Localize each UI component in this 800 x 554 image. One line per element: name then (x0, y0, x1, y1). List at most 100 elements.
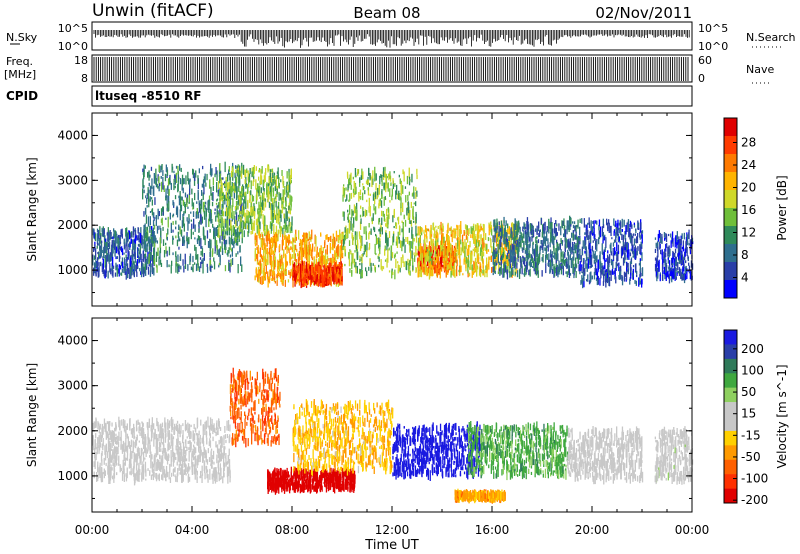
power-cell (137, 227, 139, 234)
power-cell (440, 260, 442, 264)
power-cell (518, 243, 520, 252)
power-cell (228, 189, 230, 194)
power-cell (532, 230, 535, 238)
power-cell (279, 273, 282, 279)
power-cell (579, 226, 581, 236)
power-cell (383, 182, 385, 189)
power-cell (97, 230, 100, 240)
power-cell (289, 174, 292, 185)
power-cell (274, 241, 277, 251)
power-cell (148, 182, 150, 187)
power-cell (390, 182, 392, 186)
power-cell (233, 211, 235, 220)
power-cell (97, 257, 99, 266)
power-cell (338, 267, 341, 271)
power-cell (241, 210, 243, 219)
power-cell (563, 218, 565, 227)
power-cell (293, 267, 296, 276)
power-cell (503, 220, 505, 223)
power-cell (271, 198, 274, 206)
power-cell (269, 239, 271, 249)
power-cell (435, 245, 437, 250)
power-cell (124, 269, 126, 275)
power-cell (416, 190, 418, 194)
power-cell (355, 206, 357, 214)
power-cell (255, 267, 257, 278)
power-cell (392, 178, 394, 184)
power-cell (214, 211, 216, 215)
power-cell (179, 253, 182, 261)
power-cell (335, 261, 337, 272)
power-cell (241, 197, 243, 201)
power-cell (317, 279, 319, 287)
power-cell (173, 182, 175, 191)
power-cell (549, 269, 551, 274)
power-cell (137, 255, 140, 258)
power-cell (287, 279, 290, 283)
power-cell (351, 232, 353, 239)
power-cell (307, 279, 310, 285)
power-cell (430, 227, 432, 235)
power-cell (511, 231, 513, 241)
power-cell (235, 238, 237, 243)
power-cell (107, 232, 109, 241)
power-cell (409, 179, 411, 182)
power-cell (562, 265, 564, 276)
power-cell (442, 233, 444, 244)
power-cell (242, 206, 244, 213)
power-cell (224, 265, 227, 272)
power-cell (385, 184, 387, 193)
power-cell (276, 206, 278, 216)
power-cell (161, 217, 163, 226)
power-cell (275, 176, 277, 187)
power-cell (388, 270, 391, 273)
power-cell (158, 256, 160, 266)
power-cell (189, 179, 191, 189)
power-cell (434, 240, 437, 247)
power-cell (239, 196, 241, 204)
power-cell (295, 229, 297, 239)
power-cell (508, 226, 510, 235)
power-cell (147, 172, 149, 178)
power-cell (101, 263, 103, 273)
power-cell (320, 272, 323, 281)
power-cell (112, 269, 114, 278)
power-cell (342, 211, 344, 217)
power-cell (159, 250, 161, 260)
power-cell (504, 265, 506, 273)
power-cell (492, 252, 494, 257)
power-cell (95, 248, 97, 259)
power-cell (424, 247, 426, 258)
power-cell (441, 235, 443, 246)
power-cell (575, 257, 577, 264)
power-cell (216, 208, 218, 218)
power-cell (464, 246, 466, 258)
power-cell (442, 250, 444, 256)
power-cell (246, 213, 248, 223)
power-cell (126, 263, 129, 272)
power-cell (399, 193, 401, 201)
power-cell (101, 240, 103, 243)
power-cell (428, 248, 430, 251)
power-cell (236, 206, 238, 211)
power-cell (288, 218, 290, 227)
power-cell (560, 226, 562, 236)
power-cell (318, 266, 320, 277)
power-cell (126, 233, 128, 244)
power-cell (99, 254, 101, 259)
power-cell (560, 266, 563, 275)
power-cell (279, 273, 281, 278)
power-cell (446, 261, 449, 263)
power-cell (213, 231, 215, 240)
power-cell (174, 174, 176, 185)
power-cell (459, 224, 461, 228)
power-cell (237, 264, 239, 274)
power-cell (128, 243, 130, 247)
power-cell (514, 235, 516, 240)
power-cell (264, 272, 266, 276)
power-cell (274, 214, 276, 220)
power-cell (452, 230, 454, 233)
power-cell (568, 269, 571, 278)
power-cell (482, 247, 484, 256)
power-cell (436, 248, 438, 259)
